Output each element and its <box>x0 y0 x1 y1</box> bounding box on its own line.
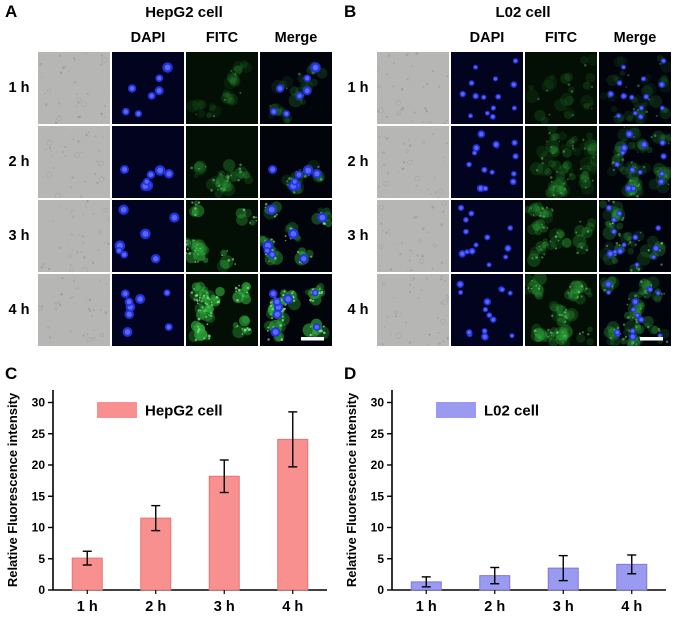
a-2h-bright-image <box>38 126 110 198</box>
b-1h-merge-image <box>599 52 671 124</box>
col-header-dapi: DAPI <box>130 30 166 46</box>
a-2h-dapi-image <box>112 126 184 198</box>
svg-text:3 h: 3 h <box>553 599 574 615</box>
row-label-a-1h: 1 h <box>8 80 30 96</box>
a-1h-fitc-image <box>186 52 258 124</box>
svg-text:L02 cell: L02 cell <box>484 403 539 420</box>
svg-text:20: 20 <box>371 458 385 472</box>
svg-text:25: 25 <box>371 427 385 441</box>
row-label-a-2h: 2 h <box>8 154 30 170</box>
a-1h-bright-image <box>38 52 110 124</box>
b-1h-bright-image <box>377 52 449 124</box>
row-label-a-3h: 3 h <box>8 228 30 244</box>
row-label-b-3h: 3 h <box>347 228 369 244</box>
b-4h-dapi-image <box>451 274 523 346</box>
svg-text:30: 30 <box>32 396 46 410</box>
gutter <box>341 30 375 46</box>
bar-chart-l02: 0 5 10 15 20 25 30 1 h 2 h 3 h 4 h L02 cell Relative… <box>344 390 666 615</box>
a-4h-dapi-image <box>112 274 184 346</box>
b-3h-bright-image <box>377 200 449 272</box>
panel-l02-chart: D 0 5 10 15 20 25 30 1 h 2 h 3 h 4 h L02 cell Relati… <box>339 362 678 641</box>
col-header-fitc: FITC <box>544 30 578 46</box>
b-2h-merge-image <box>599 126 671 198</box>
svg-text:25: 25 <box>32 427 46 441</box>
b-2h-bright-image <box>377 126 449 198</box>
b-1h-fitc-image <box>525 52 597 124</box>
panel-title-l02: L02 cell <box>495 4 551 21</box>
svg-text:4 h: 4 h <box>621 599 642 615</box>
svg-text:10: 10 <box>32 521 46 535</box>
panel-title-hepg2: HepG2 cell <box>145 4 223 21</box>
a-1h-dapi-image <box>112 52 184 124</box>
svg-text:2 h: 2 h <box>484 599 505 615</box>
gutter <box>2 30 36 46</box>
b-3h-fitc-image <box>525 200 597 272</box>
panel-label-d: D <box>344 364 357 383</box>
a-4h-fitc-image <box>186 274 258 346</box>
col-header-brightfield-empty <box>38 30 110 46</box>
b-4h-bright-image <box>377 274 449 346</box>
col-header-dapi: DAPI <box>469 30 505 46</box>
b-2h-dapi-image <box>451 126 523 198</box>
a-2h-merge-image <box>260 126 332 198</box>
col-header-merge: Merge <box>274 30 318 46</box>
column-headers-hepg2: DAPI FITC Merge <box>2 30 332 46</box>
row-label-a-4h: 4 h <box>8 302 30 318</box>
a-4h-merge-image <box>260 274 332 346</box>
panel-hepg2-images: A HepG2 cell DAPI FITC Merge 1 h 2 h 3 h 4 … <box>0 0 339 362</box>
b-2h-fitc-image <box>525 126 597 198</box>
bar-chart-hepg2: 0 5 10 15 20 25 30 1 h 2 h 3 h 4 h HepG2 cell Relati… <box>5 390 327 615</box>
b-3h-dapi-image <box>451 200 523 272</box>
panel-hepg2-chart: C 0 5 10 15 20 25 30 1 h 2 h 3 h 4 h HepG2 cell Rela… <box>0 362 339 641</box>
svg-text:10: 10 <box>371 521 385 535</box>
image-grid-hepg2: 1 h 2 h 3 h 4 h <box>2 52 332 346</box>
svg-text:4 h: 4 h <box>282 599 303 615</box>
svg-text:20: 20 <box>32 458 46 472</box>
svg-text:3 h: 3 h <box>214 599 235 615</box>
panel-label-c: C <box>5 364 18 383</box>
a-3h-dapi-image <box>112 200 184 272</box>
svg-text:1 h: 1 h <box>77 599 98 615</box>
col-header-brightfield-empty <box>377 30 449 46</box>
a-3h-merge-image <box>260 200 332 272</box>
row-label-b-2h: 2 h <box>347 154 369 170</box>
svg-text:1 h: 1 h <box>416 599 437 615</box>
svg-text:5: 5 <box>377 552 384 566</box>
svg-text:Relative Fluorescence intensit: Relative Fluorescence intensity <box>344 392 359 587</box>
b-3h-merge-image <box>599 200 671 272</box>
svg-text:0: 0 <box>38 583 45 597</box>
svg-text:HepG2 cell: HepG2 cell <box>145 403 223 420</box>
a-2h-fitc-image <box>186 126 258 198</box>
svg-text:30: 30 <box>371 396 385 410</box>
a-3h-bright-image <box>38 200 110 272</box>
svg-text:0: 0 <box>377 583 384 597</box>
svg-text:15: 15 <box>371 489 385 503</box>
panel-label-a: A <box>5 2 18 21</box>
a-3h-fitc-image <box>186 200 258 272</box>
image-grid-l02: 1 h 2 h 3 h 4 h <box>341 52 671 346</box>
svg-text:2 h: 2 h <box>145 599 166 615</box>
a-4h-bright-image <box>38 274 110 346</box>
b-4h-fitc-image <box>525 274 597 346</box>
svg-text:15: 15 <box>32 489 46 503</box>
row-label-b-4h: 4 h <box>347 302 369 318</box>
svg-text:5: 5 <box>38 552 45 566</box>
panel-label-b: B <box>344 2 357 21</box>
col-header-fitc: FITC <box>205 30 239 46</box>
panel-l02-images: B L02 cell DAPI FITC Merge 1 h 2 h 3 h 4 h <box>339 0 678 362</box>
svg-text:Relative Fluorescence intensit: Relative Fluorescence intensity <box>5 392 20 587</box>
b-1h-dapi-image <box>451 52 523 124</box>
a-1h-merge-image <box>260 52 332 124</box>
column-headers-l02: DAPI FITC Merge <box>341 30 671 46</box>
col-header-merge: Merge <box>613 30 657 46</box>
b-4h-merge-image <box>599 274 671 346</box>
row-label-b-1h: 1 h <box>347 80 369 96</box>
